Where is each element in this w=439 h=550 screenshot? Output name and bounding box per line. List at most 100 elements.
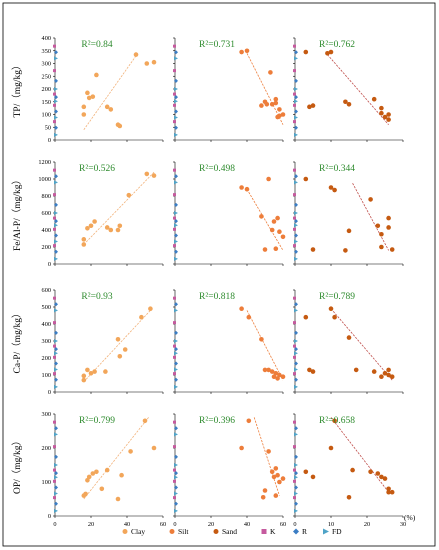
x-tick-label: 40: [124, 521, 130, 528]
data-point: [375, 471, 381, 476]
data-point: [85, 478, 90, 483]
fd-marker: [174, 87, 178, 91]
r-marker: [54, 302, 58, 307]
fd-marker: [54, 384, 58, 389]
data-point: [244, 48, 250, 54]
trend-line: [246, 53, 284, 125]
data-point: [269, 369, 275, 374]
r-marker: [294, 501, 298, 506]
k-marker: [293, 193, 296, 197]
r-marker: [54, 50, 58, 55]
data-point: [246, 314, 252, 320]
r-marker: [174, 426, 178, 431]
data-point: [271, 374, 277, 380]
panel-2-3: R²=0.344: [293, 161, 404, 266]
data-point: [343, 248, 348, 253]
data-point: [92, 369, 97, 374]
fd-marker: [294, 211, 298, 215]
r-marker: [174, 219, 178, 224]
data-point: [88, 371, 94, 376]
data-point: [307, 367, 312, 373]
figure-frame: [2, 2, 436, 547]
k-marker: [173, 168, 176, 172]
fd-marker: [294, 351, 298, 356]
legend-label: Sand: [222, 527, 237, 536]
fd-marker: [174, 367, 178, 372]
k-marker: [173, 120, 176, 124]
r-marker: [294, 249, 298, 254]
r-marker: [294, 426, 298, 431]
data-point: [239, 185, 244, 190]
data-point: [386, 112, 391, 117]
data-point: [86, 474, 92, 480]
y-tick-label: 600: [42, 287, 51, 294]
k-marker: [293, 296, 296, 300]
data-point: [325, 51, 330, 56]
r-marker: [294, 347, 298, 352]
legend-item-fd: FD: [323, 527, 342, 536]
data-point: [81, 237, 87, 242]
fd-marker: [174, 211, 178, 215]
data-point: [382, 476, 388, 481]
data-point: [332, 187, 337, 193]
data-point: [108, 107, 114, 112]
fd-marker: [174, 432, 178, 437]
r-marker: [54, 485, 58, 490]
data-point: [269, 102, 275, 107]
data-point: [269, 469, 275, 475]
data-point: [386, 367, 391, 373]
x-unit-label: (%): [404, 513, 416, 522]
y-tick-label: 100: [42, 372, 51, 379]
data-point: [280, 234, 286, 240]
data-point: [259, 103, 264, 108]
data-point: [99, 486, 105, 492]
r-marker: [54, 330, 58, 335]
r-marker: [174, 202, 178, 207]
r-marker: [174, 485, 178, 490]
fd-marker: [294, 56, 298, 61]
data-point: [382, 371, 388, 376]
fd-marker: [174, 56, 178, 61]
fd-marker: [174, 339, 178, 343]
k-marker: [173, 468, 176, 472]
data-point: [328, 49, 334, 55]
data-point: [269, 227, 275, 233]
data-point: [266, 176, 271, 182]
k-marker: [53, 355, 56, 359]
r-marker: [54, 95, 58, 100]
k-marker: [173, 103, 176, 107]
data-point: [90, 471, 96, 476]
legend-item-r: R: [293, 527, 307, 536]
data-point: [262, 367, 268, 373]
data-point: [92, 219, 97, 224]
k-marker: [53, 69, 56, 73]
fd-marker: [54, 87, 58, 91]
panel-3-2: R²=0.818: [173, 289, 286, 394]
data-point: [151, 445, 157, 451]
r-marker: [54, 347, 58, 352]
data-point: [371, 369, 377, 374]
panel-3-1: 0 100 200 300 400 500 600 Ca-P/（mg/kg） R²=0.93: [11, 287, 164, 396]
data-point: [117, 123, 123, 129]
k-marker: [53, 92, 56, 96]
fd-marker: [54, 115, 58, 120]
data-point: [275, 376, 280, 381]
k-marker: [173, 321, 176, 325]
r-marker: [174, 125, 178, 130]
panel-2-2: R²=0.498: [173, 161, 286, 266]
data-point: [104, 225, 110, 230]
data-point: [382, 114, 388, 120]
k-marker: [53, 193, 56, 197]
data-point: [277, 113, 282, 119]
data-point: [386, 215, 391, 221]
fd-marker: [174, 180, 178, 185]
fd-marker: [54, 211, 58, 215]
legend-item-clay: Clay: [122, 527, 145, 536]
data-point: [81, 242, 87, 247]
data-point: [108, 227, 114, 233]
data-point: [259, 214, 264, 219]
data-point: [280, 374, 286, 380]
k-marker: [293, 216, 296, 220]
panels: 050100150200250300350400TP/（mg/kg）R²=0.8…: [11, 35, 406, 528]
legend-dot-icon: [169, 529, 175, 534]
